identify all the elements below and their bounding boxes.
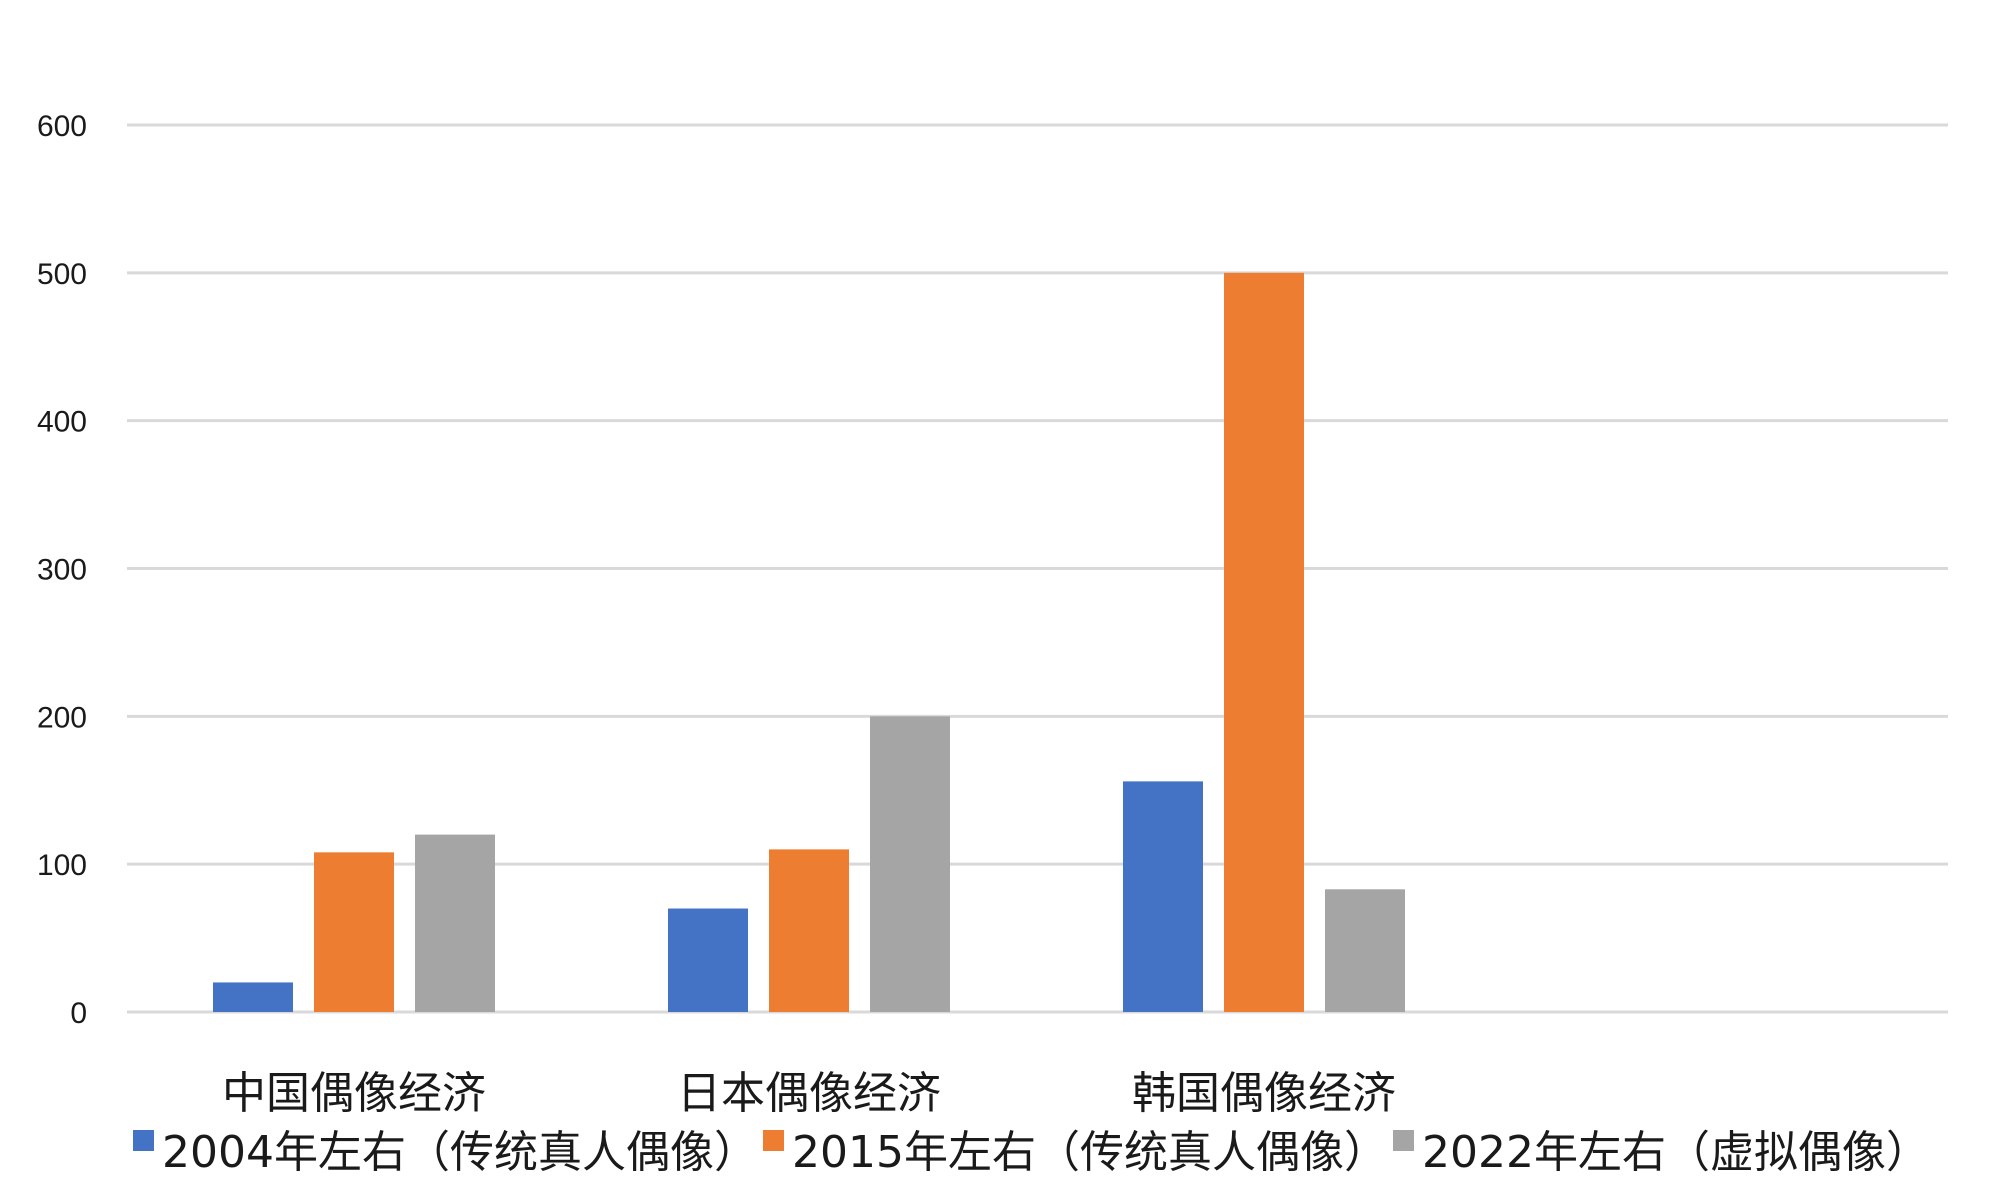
bars-layer <box>213 272 1405 1012</box>
x-axis-category-labels: 中国偶像经济 日本偶像经济 韩国偶像经济 <box>222 1068 1396 1119</box>
legend-label-2: 2015年左右（传统真人偶像） <box>792 1127 1388 1178</box>
bar-1-series-2 <box>314 852 394 1012</box>
y-tick-label: 300 <box>37 554 87 587</box>
y-tick-label: 500 <box>37 258 87 291</box>
bar-2-series-3 <box>870 716 950 1012</box>
x-category-label: 韩国偶像经济 <box>1132 1068 1396 1119</box>
legend-label-3: 2022年左右（虚拟偶像） <box>1422 1127 1930 1178</box>
bar-1-series-3 <box>415 834 495 1012</box>
y-tick-label: 0 <box>70 997 87 1030</box>
legend-swatch-1 <box>133 1130 154 1151</box>
legend-swatch-2 <box>763 1130 784 1151</box>
bar-2-series-2 <box>769 849 849 1012</box>
bar-3-series-1 <box>1123 781 1203 1012</box>
y-tick-label: 400 <box>37 406 87 439</box>
grid-layer <box>127 123 1948 1014</box>
bar-1-series-1 <box>213 982 293 1012</box>
legend-swatch-3 <box>1393 1130 1414 1151</box>
x-category-label: 中国偶像经济 <box>222 1068 486 1119</box>
y-tick-label: 100 <box>37 849 87 882</box>
bar-3-series-2 <box>1224 272 1304 1012</box>
y-tick-label: 600 <box>37 110 87 143</box>
legend: 2004年左右（传统真人偶像） 2015年左右（传统真人偶像） 2022年左右（虚拟… <box>133 1127 1930 1178</box>
y-axis-tick-labels: 0 100 200 300 400 500 600 <box>37 110 87 1030</box>
legend-label-1: 2004年左右（传统真人偶像） <box>162 1127 758 1178</box>
x-category-label: 日本偶像经济 <box>677 1068 941 1119</box>
bar-2-series-1 <box>668 908 748 1012</box>
bar-3-series-3 <box>1325 889 1405 1012</box>
y-tick-label: 200 <box>37 701 87 734</box>
